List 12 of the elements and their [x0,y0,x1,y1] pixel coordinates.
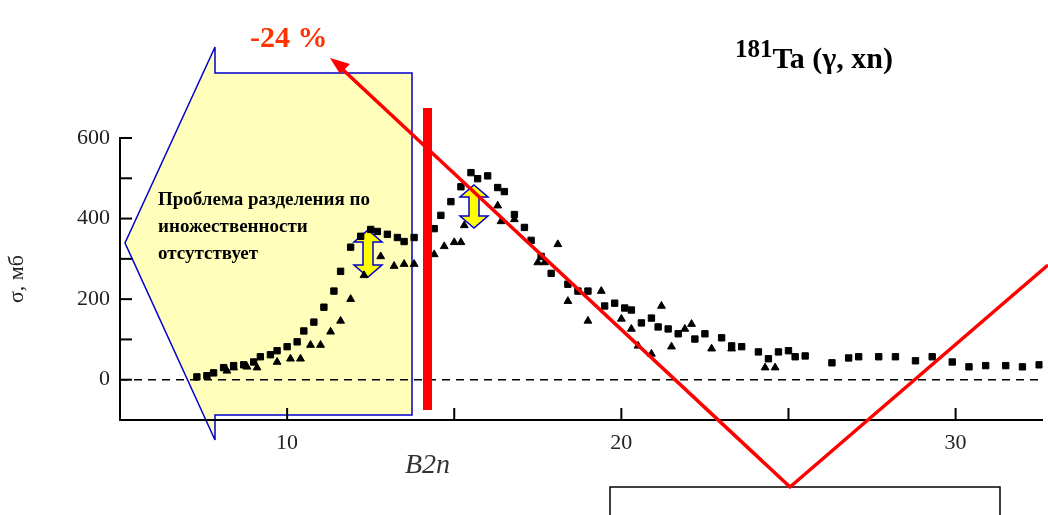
x-tick-label: 30 [944,428,967,454]
y-axis-title: σ, мб [2,255,28,303]
y-tick-label: 0 [99,365,110,391]
chart-title: $^{181}$Ta (γ, xn) [735,35,893,75]
y-tick-label: 600 [77,123,110,149]
text: -24 % [250,20,328,54]
annotation: Проблема разделения по иножественности отсутствует [158,187,371,265]
y-tick-label: 200 [77,284,110,310]
x-tick-label: 10 [276,428,299,454]
x-tick-label: 20 [610,428,633,454]
y-tick-label: 400 [77,204,110,230]
ref-line-label: B2n [404,448,451,480]
